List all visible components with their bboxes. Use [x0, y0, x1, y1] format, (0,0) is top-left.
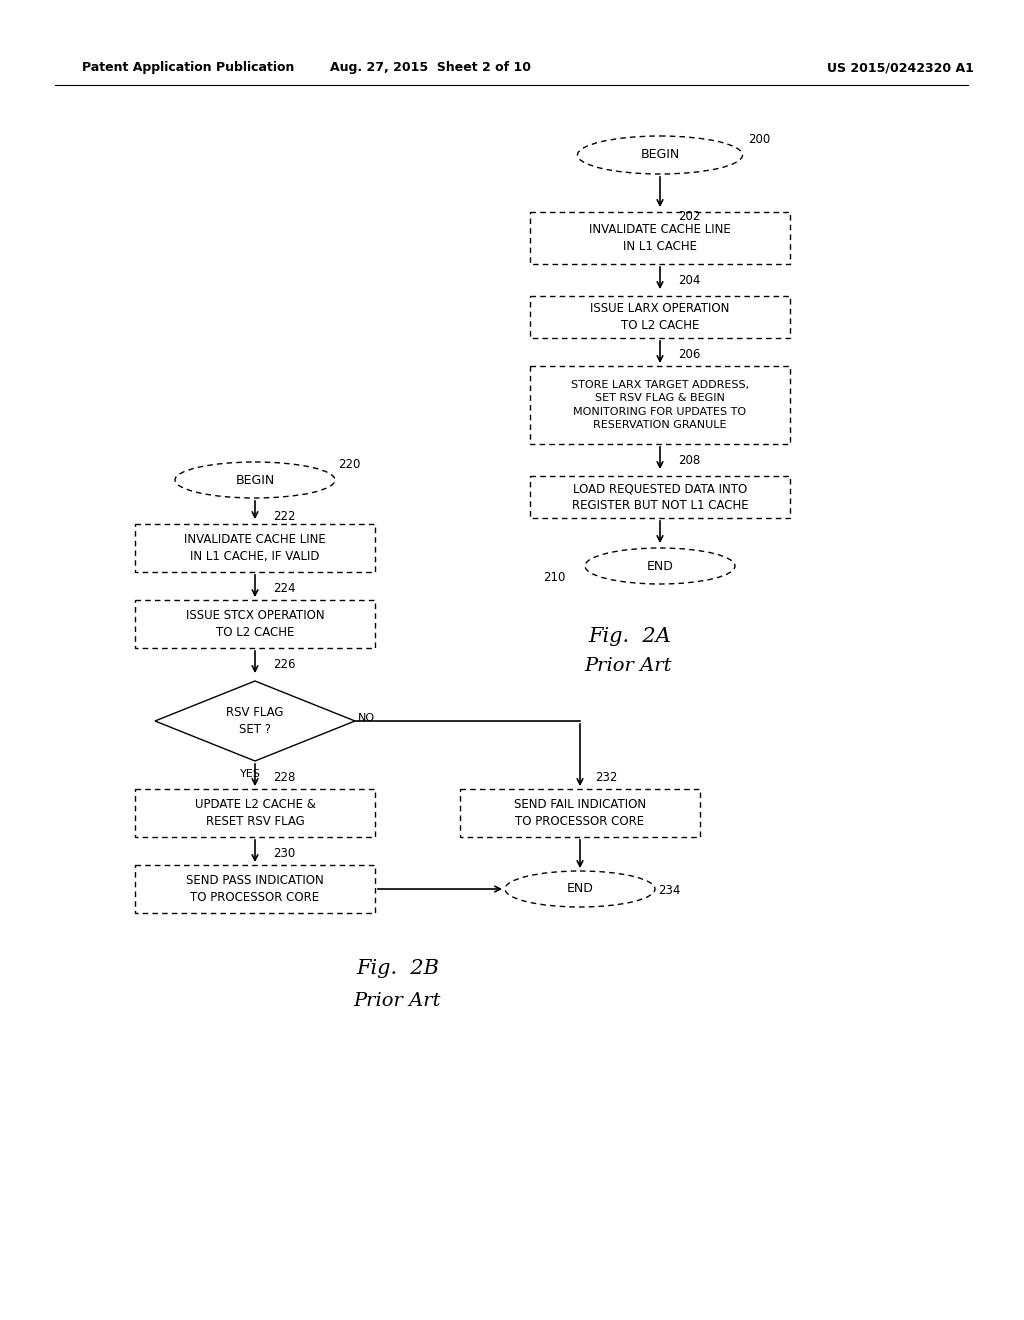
Text: 234: 234: [658, 884, 680, 898]
Text: 230: 230: [273, 847, 295, 861]
Bar: [460, 789, 700, 837]
Text: RSV FLAG
SET ?: RSV FLAG SET ?: [226, 706, 284, 737]
Text: SEND FAIL INDICATION
TO PROCESSOR CORE: SEND FAIL INDICATION TO PROCESSOR CORE: [514, 799, 646, 828]
Text: Prior Art: Prior Art: [585, 657, 672, 675]
Text: LOAD REQUESTED DATA INTO
REGISTER BUT NOT L1 CACHE: LOAD REQUESTED DATA INTO REGISTER BUT NO…: [571, 482, 749, 512]
Text: ISSUE LARX OPERATION
TO L2 CACHE: ISSUE LARX OPERATION TO L2 CACHE: [590, 302, 730, 333]
Text: ISSUE STCX OPERATION
TO L2 CACHE: ISSUE STCX OPERATION TO L2 CACHE: [185, 609, 325, 639]
Text: END: END: [566, 883, 594, 895]
Text: Fig.  2A: Fig. 2A: [589, 627, 672, 645]
Text: Fig.  2B: Fig. 2B: [356, 960, 439, 978]
Bar: [135, 601, 375, 648]
Text: Aug. 27, 2015  Sheet 2 of 10: Aug. 27, 2015 Sheet 2 of 10: [330, 62, 530, 74]
Text: END: END: [646, 560, 674, 573]
Ellipse shape: [585, 548, 735, 583]
Text: SEND PASS INDICATION
TO PROCESSOR CORE: SEND PASS INDICATION TO PROCESSOR CORE: [186, 874, 324, 904]
Text: 222: 222: [273, 510, 296, 523]
Ellipse shape: [175, 462, 335, 498]
Bar: [530, 366, 790, 444]
Bar: [530, 477, 790, 517]
Polygon shape: [155, 681, 355, 762]
Text: Prior Art: Prior Art: [353, 993, 441, 1010]
Text: 226: 226: [273, 657, 296, 671]
Text: 210: 210: [543, 572, 565, 583]
Text: US 2015/0242320 A1: US 2015/0242320 A1: [826, 62, 974, 74]
Text: 202: 202: [678, 210, 700, 223]
Text: 220: 220: [338, 458, 360, 471]
Text: BEGIN: BEGIN: [640, 149, 680, 161]
Ellipse shape: [578, 136, 742, 174]
Text: 224: 224: [273, 582, 296, 595]
Text: INVALIDATE CACHE LINE
IN L1 CACHE, IF VALID: INVALIDATE CACHE LINE IN L1 CACHE, IF VA…: [184, 533, 326, 564]
Text: 208: 208: [678, 454, 700, 467]
Text: BEGIN: BEGIN: [236, 474, 274, 487]
Bar: [135, 524, 375, 572]
Text: 228: 228: [273, 771, 295, 784]
Text: 200: 200: [748, 133, 770, 147]
Ellipse shape: [505, 871, 655, 907]
Text: 232: 232: [595, 771, 617, 784]
Bar: [530, 296, 790, 338]
Text: UPDATE L2 CACHE &
RESET RSV FLAG: UPDATE L2 CACHE & RESET RSV FLAG: [195, 799, 315, 828]
Text: Patent Application Publication: Patent Application Publication: [82, 62, 294, 74]
Bar: [530, 213, 790, 264]
Bar: [135, 789, 375, 837]
Text: 204: 204: [678, 275, 700, 286]
Text: 206: 206: [678, 348, 700, 360]
Text: STORE LARX TARGET ADDRESS,
SET RSV FLAG & BEGIN
MONITORING FOR UPDATES TO
RESERV: STORE LARX TARGET ADDRESS, SET RSV FLAG …: [571, 380, 750, 430]
Text: NO: NO: [358, 713, 375, 723]
Bar: [135, 865, 375, 913]
Text: INVALIDATE CACHE LINE
IN L1 CACHE: INVALIDATE CACHE LINE IN L1 CACHE: [589, 223, 731, 253]
Text: YES: YES: [240, 770, 260, 779]
